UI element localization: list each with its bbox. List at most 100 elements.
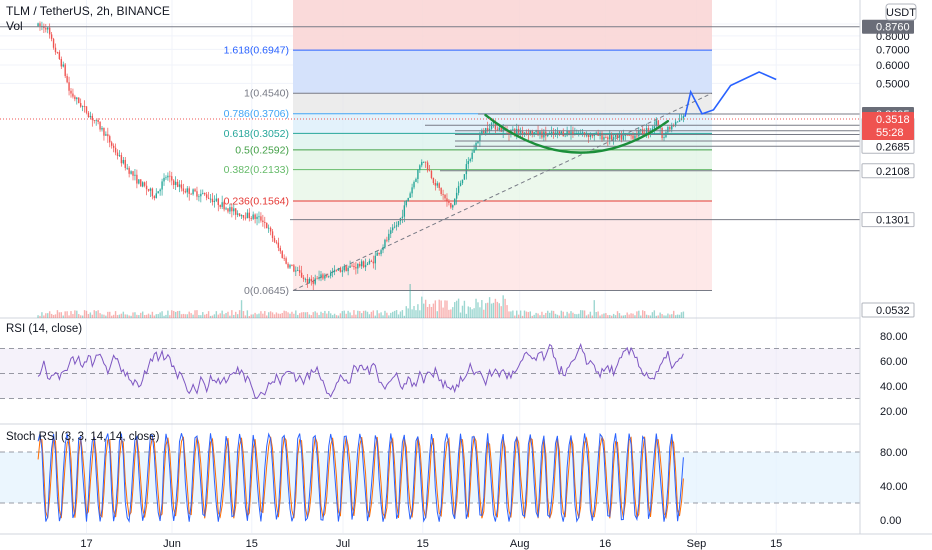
- volume-bar: [578, 313, 580, 318]
- currency-badge[interactable]: [885, 3, 917, 21]
- candle-body: [519, 131, 522, 133]
- candle-body: [295, 270, 297, 272]
- volume-bar: [589, 311, 592, 318]
- volume-bar: [60, 312, 63, 318]
- volume-bar: [165, 314, 167, 318]
- volume-bar: [419, 310, 421, 318]
- volume-bar: [335, 315, 338, 318]
- volume-bar: [448, 309, 450, 318]
- candle-body: [68, 82, 70, 91]
- volume-bar: [545, 312, 547, 318]
- volume-bar: [364, 310, 367, 318]
- volume-bar: [492, 302, 495, 318]
- candle-body: [91, 115, 94, 121]
- volume-bar: [147, 313, 150, 318]
- volume-bar: [634, 315, 636, 318]
- candle-body: [281, 251, 283, 258]
- volume-bar: [132, 312, 134, 318]
- volume-bar: [411, 309, 413, 318]
- candle-body: [273, 238, 276, 242]
- candle-body: [155, 193, 157, 199]
- candle-body: [442, 193, 444, 195]
- candle-body: [56, 52, 59, 53]
- volume-bar: [610, 315, 613, 318]
- fib-level-label: 0.382(0.2133): [224, 164, 289, 176]
- candle-body: [250, 218, 252, 219]
- volume-bar: [233, 314, 235, 318]
- volume-bar: [535, 312, 537, 318]
- candle-body: [628, 135, 630, 137]
- volume-bar: [130, 315, 132, 318]
- volume-bar: [624, 315, 626, 318]
- volume-bar: [649, 315, 652, 318]
- fib-zone-1618: [293, 50, 712, 94]
- volume-bar: [663, 315, 665, 318]
- candle-body: [314, 278, 316, 284]
- candle-body: [236, 213, 239, 215]
- candle-body: [134, 174, 136, 176]
- candle-body: [163, 177, 165, 182]
- volume-bar: [370, 311, 373, 318]
- fibonacci-zones: 1.618(0.6947) 1(0.4540) 0.786(0.3706) 0.618…: [224, 0, 713, 297]
- candle-body: [424, 161, 427, 163]
- volume-bar: [99, 313, 101, 318]
- volume-bar: [198, 315, 200, 318]
- volume-bar: [70, 311, 72, 318]
- candle-body: [66, 76, 68, 83]
- volume-bar: [682, 311, 685, 318]
- volume-bar: [155, 314, 157, 318]
- volume-bar: [101, 314, 103, 318]
- volume-bar: [543, 314, 545, 318]
- candle-body: [138, 179, 140, 184]
- volume-bar: [459, 312, 462, 318]
- volume-bar: [167, 310, 169, 318]
- candle-body: [149, 188, 152, 191]
- candle-body: [308, 278, 311, 284]
- time-tick-label: 15: [246, 538, 258, 550]
- volume-bar: [114, 311, 117, 318]
- volume-bar: [273, 314, 276, 318]
- volume-bar: [366, 311, 369, 318]
- volume-bar: [514, 315, 516, 318]
- candle-body: [343, 266, 345, 271]
- candle-body: [566, 130, 568, 136]
- volume-bar: [107, 311, 109, 318]
- volume-bar: [329, 313, 332, 318]
- candle-body: [136, 174, 138, 184]
- volume-bar: [291, 311, 293, 318]
- volume-bar: [219, 313, 221, 318]
- volume-bar: [240, 300, 243, 318]
- volume-bar: [671, 314, 673, 318]
- candle-body: [446, 198, 448, 201]
- candle-body: [87, 112, 90, 118]
- volume-bar: [97, 310, 99, 318]
- volume-bar: [314, 311, 316, 318]
- volume-bar: [386, 312, 388, 318]
- candle-body: [405, 200, 407, 206]
- volume-bar: [395, 310, 398, 318]
- candle-body: [219, 205, 221, 207]
- volume-bar: [372, 310, 375, 318]
- candle-body: [589, 134, 592, 137]
- volume-bar: [642, 310, 644, 318]
- level-price-tag: [862, 19, 914, 34]
- candle-body: [132, 171, 134, 176]
- volume-bar: [66, 311, 68, 318]
- volume-bar: [76, 310, 78, 318]
- volume-bar: [264, 311, 266, 318]
- volume-bar: [103, 314, 105, 318]
- candle-body: [407, 197, 409, 201]
- candle-body: [583, 132, 586, 136]
- candle-body: [52, 38, 55, 48]
- candle-body: [558, 131, 561, 134]
- candle-body: [622, 135, 625, 140]
- price-tag-box: [861, 212, 915, 228]
- volume-bar: [454, 302, 456, 318]
- volume-bar: [558, 315, 561, 318]
- candle-body: [423, 161, 425, 163]
- volume-bar: [380, 312, 382, 318]
- fib-trend-line: [292, 92, 713, 291]
- volume-bar: [502, 295, 504, 318]
